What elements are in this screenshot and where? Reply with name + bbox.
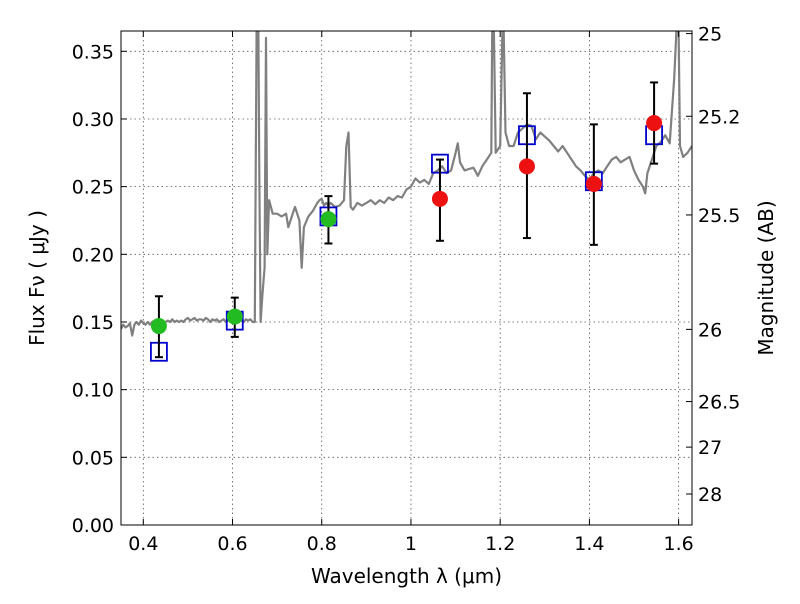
mag-tick-label: 27	[698, 437, 722, 459]
y-tick-label: 0.10	[72, 380, 114, 402]
data-point	[226, 308, 243, 325]
data-point	[646, 115, 663, 132]
data-point	[320, 211, 337, 228]
data-point	[431, 190, 448, 207]
data-point	[150, 318, 167, 335]
x-tick-label: 1.2	[485, 533, 515, 555]
data-point	[518, 158, 535, 175]
mag-tick-label: 28	[698, 484, 722, 506]
y-tick-label: 0.20	[72, 244, 114, 266]
x-tick-label: 1	[405, 533, 417, 555]
x-tick-label: 0.8	[307, 533, 337, 555]
axis-ticks: 0.4 0.6 0.8 1 1.2 1.4 1.6 0.00 0.05 0.10 0.15 0.20 0…	[72, 24, 741, 555]
data-point	[585, 175, 602, 192]
x-tick-label: 1.4	[574, 533, 604, 555]
right-axis-label: Magnitude (AB)	[754, 200, 778, 355]
y-tick-label: 0.05	[72, 447, 114, 469]
mag-tick-label: 26.5	[698, 392, 740, 414]
x-tick-label: 1.6	[664, 533, 694, 555]
y-tick-label: 0.25	[72, 177, 114, 199]
mag-tick-label: 26	[698, 319, 722, 341]
y-tick-label: 0.35	[72, 41, 114, 63]
mag-tick-label: 25	[698, 24, 722, 46]
plot-frame	[120, 30, 693, 526]
x-tick-label: 0.4	[128, 533, 158, 555]
y-tick-label: 0.00	[72, 515, 114, 537]
y-axis-label: Flux Fν ( μJy )	[25, 210, 49, 346]
mag-tick-label: 25.5	[698, 205, 740, 227]
spectrum-line	[121, 31, 692, 337]
grid-lines	[121, 31, 692, 525]
mag-tick-label: 25.2	[698, 106, 740, 128]
plot-area	[121, 31, 692, 362]
x-axis-label: Wavelength λ (μm)	[311, 564, 502, 588]
x-tick-label: 0.6	[217, 533, 247, 555]
y-tick-label: 0.30	[72, 109, 114, 131]
y-tick-label: 0.15	[72, 312, 114, 334]
